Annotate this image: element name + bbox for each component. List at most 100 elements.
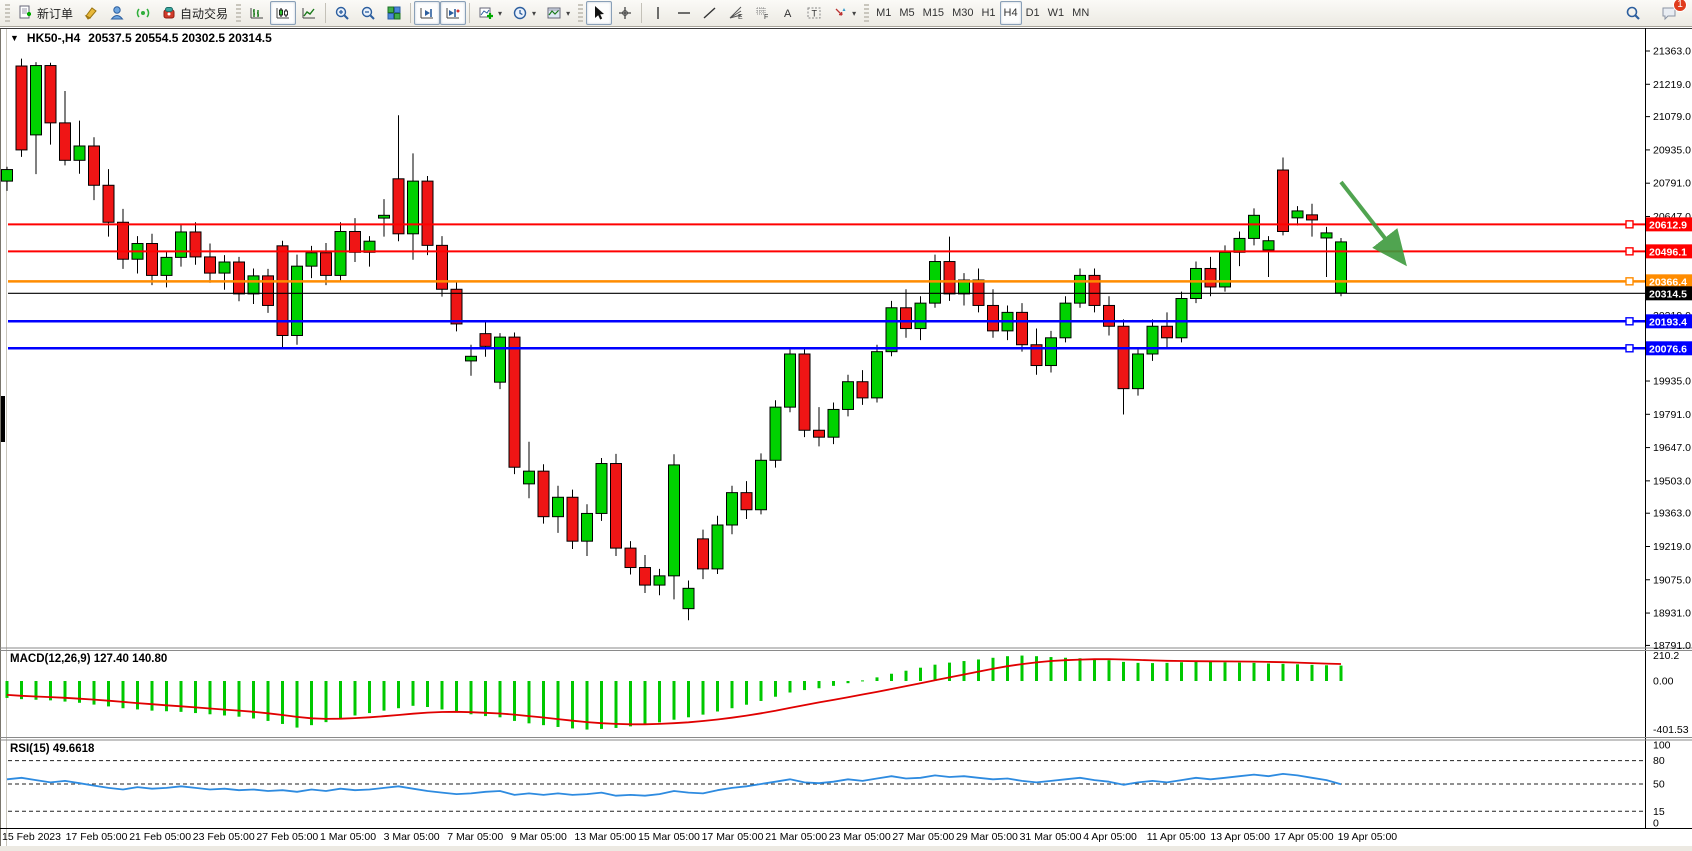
macd-histogram-bar xyxy=(411,681,415,706)
candle-body xyxy=(204,256,216,274)
notifications-button[interactable]: 1 xyxy=(1656,0,1687,25)
candle-body xyxy=(885,307,898,353)
dropdown-caret: ▾ xyxy=(532,8,537,18)
fibonacci-button[interactable]: E xyxy=(723,1,749,25)
new-order-button[interactable]: 新订单 xyxy=(13,1,78,25)
macd-histogram-bar xyxy=(1325,665,1328,681)
cursor-arrow-icon xyxy=(595,6,605,20)
toolbar-grip[interactable] xyxy=(578,4,584,22)
macd-histogram-bar xyxy=(1064,657,1067,681)
price-label-text: 20612.9 xyxy=(1649,219,1687,231)
candle-body xyxy=(784,353,796,408)
macd-histogram-bar xyxy=(136,681,139,710)
macd-histogram-bar xyxy=(875,677,879,681)
styler-button[interactable] xyxy=(78,1,104,25)
macd-histogram-bar xyxy=(194,681,197,714)
trend-arrow-annotation[interactable] xyxy=(1339,180,1407,267)
price-label-box xyxy=(1646,286,1692,301)
time-axis-label: 31 Mar 05:00 xyxy=(1020,831,1082,843)
tile-windows-button[interactable] xyxy=(381,1,407,25)
macd-histogram-bar xyxy=(527,681,531,724)
macd-histogram-bar xyxy=(643,681,647,725)
svg-text:A: A xyxy=(784,8,792,20)
dropdown-caret: ▾ xyxy=(498,8,503,18)
macd-histogram-bar xyxy=(890,673,893,681)
add-indicator-button[interactable]: ▾ xyxy=(473,1,507,25)
line-chart-button[interactable] xyxy=(296,1,322,25)
text-label-button[interactable]: T xyxy=(801,1,827,25)
auto-scroll-button[interactable] xyxy=(414,1,441,25)
brush-icon xyxy=(84,7,97,20)
toolbar-grip[interactable] xyxy=(5,4,10,22)
auto-scroll-icon xyxy=(420,8,434,19)
profile-button[interactable] xyxy=(104,1,130,25)
text-button[interactable]: A xyxy=(775,1,801,25)
macd-histogram-bar xyxy=(803,681,806,691)
timeframe-button-m1[interactable]: M1 xyxy=(876,7,892,19)
macd-histogram-bar xyxy=(440,681,444,710)
toolbar-grip[interactable] xyxy=(236,4,242,22)
timeframe-button-m15[interactable]: M15 xyxy=(922,7,945,19)
signal-button[interactable] xyxy=(130,1,156,25)
vertical-line-button[interactable] xyxy=(645,1,671,25)
crosshair-button[interactable] xyxy=(612,1,638,25)
price-tick-label: 20791.0 xyxy=(1653,178,1691,190)
timeframe-button-h4[interactable]: H4 xyxy=(999,1,1022,25)
macd-histogram-bar xyxy=(1339,665,1343,681)
candle-body xyxy=(813,429,825,438)
timeframe-button-h1[interactable]: H1 xyxy=(981,7,996,19)
time-axis-label: 13 Apr 05:00 xyxy=(1210,831,1270,843)
macd-histogram-bar xyxy=(904,670,908,681)
svg-text:F: F xyxy=(764,14,768,21)
macd-histogram-bar xyxy=(107,681,110,707)
timeframe-button-m30[interactable]: M30 xyxy=(952,7,974,19)
timeframe-button-m5[interactable]: M5 xyxy=(899,7,915,19)
macd-histogram-bar xyxy=(426,681,429,708)
macd-histogram-bar xyxy=(933,664,937,681)
auto-trading-button[interactable]: 自动交易 xyxy=(156,1,233,25)
cursor-button[interactable] xyxy=(586,1,613,25)
chart-shift-button[interactable] xyxy=(440,1,467,25)
template-button[interactable]: ▾ xyxy=(541,1,575,25)
period-button[interactable]: ▾ xyxy=(507,1,541,25)
search-button[interactable] xyxy=(1620,1,1646,25)
macd-histogram-bar xyxy=(600,681,603,729)
candle-body xyxy=(1262,240,1275,251)
grid-button[interactable]: F xyxy=(749,1,775,25)
macd-histogram-bar xyxy=(1035,656,1038,681)
timeframe-button-d1[interactable]: D1 xyxy=(1025,7,1040,19)
zoom-in-button[interactable] xyxy=(329,1,355,25)
macd-histogram-bar xyxy=(658,681,661,723)
bar-chart-button[interactable] xyxy=(244,1,270,25)
candle-body xyxy=(1320,232,1333,239)
horizontal-line-button[interactable] xyxy=(671,1,697,25)
candle-body xyxy=(624,547,637,569)
zoom-out-button[interactable] xyxy=(355,1,381,25)
macd-histogram-bar xyxy=(63,681,67,702)
price-tick-label: 19503.0 xyxy=(1653,475,1691,487)
candle-body xyxy=(1277,169,1289,232)
macd-histogram-bar xyxy=(237,681,241,717)
arrows-shapes-button[interactable]: ▾ xyxy=(827,1,861,25)
candle-body xyxy=(653,575,666,586)
toolbar-grip[interactable] xyxy=(864,4,870,22)
macd-histogram-bar xyxy=(716,681,719,712)
time-axis-label: 23 Feb 05:00 xyxy=(193,831,255,843)
time-axis-label: 3 Mar 05:00 xyxy=(384,831,440,843)
candle-body xyxy=(465,355,477,362)
price-tick-label: 19219.0 xyxy=(1653,541,1691,553)
candle-body xyxy=(378,214,390,219)
rsi-panel: 100 80 50 150 xyxy=(6,739,1671,830)
candlestick-chart-button[interactable] xyxy=(270,1,297,25)
candle-body xyxy=(740,492,753,511)
candle-body xyxy=(392,178,405,235)
candle-body xyxy=(900,307,912,330)
rsi-axis-label: 80 xyxy=(1653,755,1665,767)
down-trend-arrow[interactable] xyxy=(1339,180,1407,267)
trendline-button[interactable] xyxy=(697,1,723,25)
timeframe-button-w1[interactable]: W1 xyxy=(1047,7,1065,19)
macd-histogram-bar xyxy=(266,681,270,721)
candle-body xyxy=(421,180,434,246)
timeframe-button-mn[interactable]: MN xyxy=(1072,7,1090,19)
